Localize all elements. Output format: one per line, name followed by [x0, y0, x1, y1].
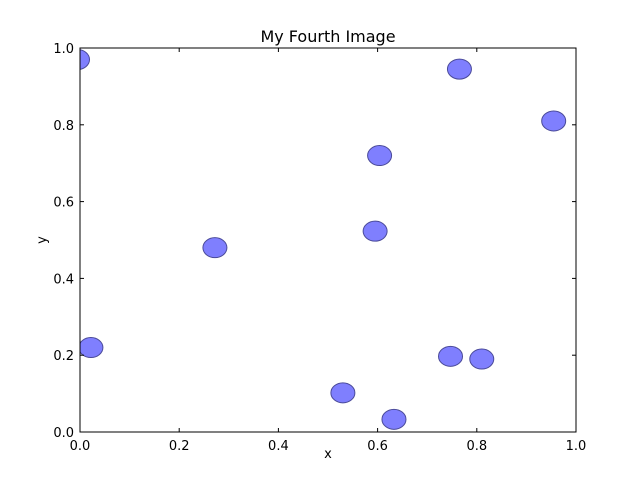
data-point [541, 110, 567, 132]
y-axis-label: y [35, 236, 50, 244]
data-point [446, 58, 472, 80]
y-tick-label: 1.0 [53, 42, 74, 57]
x-tick-label: 0.8 [466, 439, 487, 454]
plot-frame [79, 47, 577, 433]
x-tick-label: 1.0 [566, 439, 587, 454]
x-tick-label: 0.4 [268, 439, 289, 454]
chart-title: My Fourth Image [260, 27, 395, 46]
data-point [80, 49, 91, 70]
data-point [362, 220, 388, 242]
y-tick-label: 0.0 [53, 426, 74, 441]
ticks-layer: 0.0 0.2 0.4 0.6 0.8 1.0 0.0 0.2 0.4 0.6 0.8 1.0 [53, 42, 586, 454]
x-tick-label: 0.2 [169, 439, 190, 454]
data-point [367, 145, 393, 167]
y-tick-label: 0.8 [53, 119, 74, 134]
x-tick-label: 0.6 [367, 439, 388, 454]
y-tick-label: 0.2 [53, 349, 74, 364]
y-tick-label: 0.4 [53, 272, 74, 287]
y-tick-label: 0.6 [53, 196, 74, 211]
x-tick-label: 0.0 [70, 439, 91, 454]
data-point [80, 337, 104, 359]
data-point [330, 382, 356, 404]
data-point [381, 408, 407, 430]
x-axis-label: x [324, 447, 332, 462]
data-point [202, 237, 228, 259]
data-point [469, 348, 495, 370]
points-layer [80, 49, 567, 430]
data-point [438, 345, 464, 367]
